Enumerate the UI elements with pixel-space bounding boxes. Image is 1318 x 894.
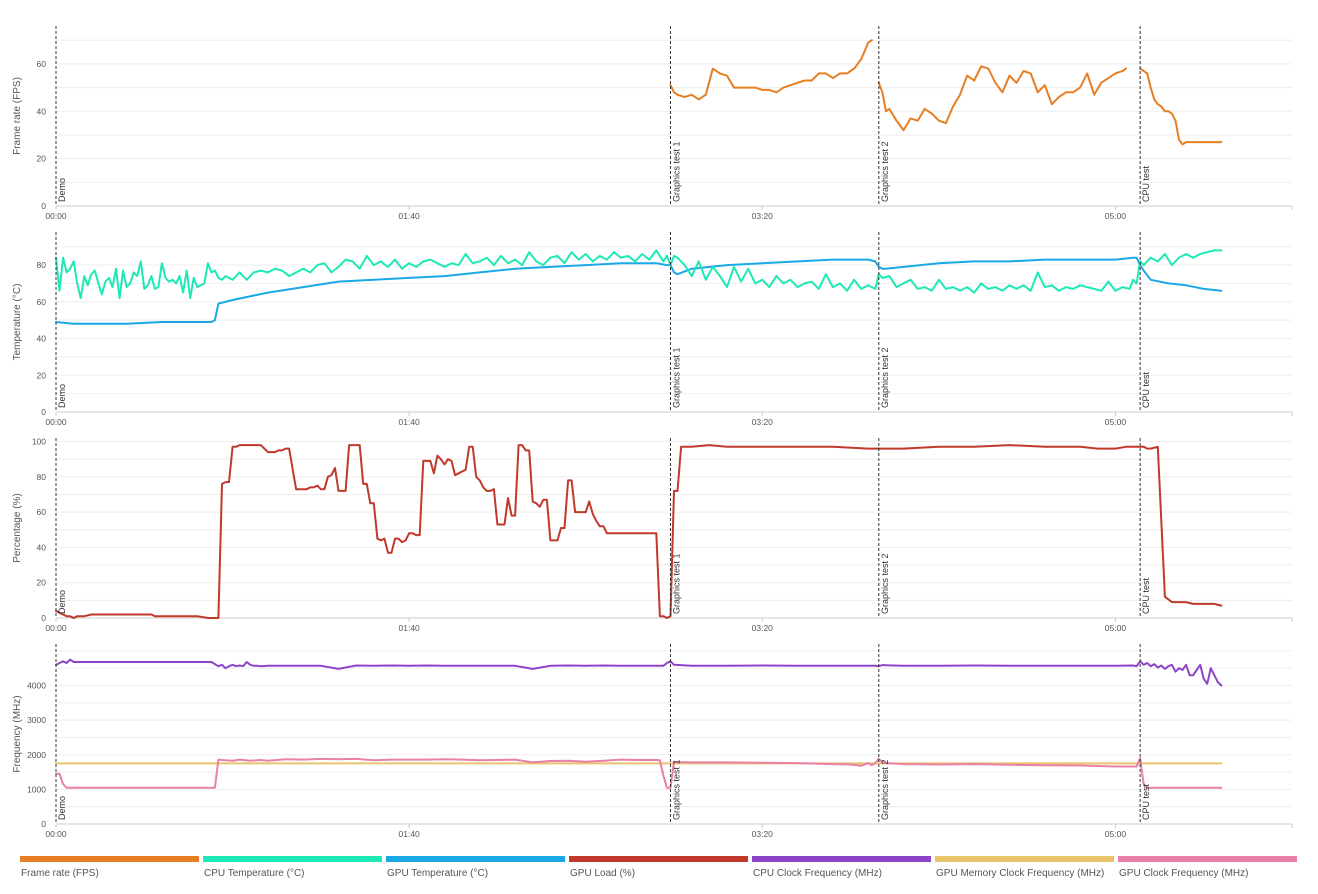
- legend-swatch: [20, 856, 199, 862]
- legend-swatch: [386, 856, 565, 862]
- section-marker-label: Graphics test 1: [671, 759, 681, 820]
- y-tick-label: 20: [37, 578, 47, 588]
- series-line-frame-rate-fps: [1139, 67, 1223, 146]
- y-tick-label: 0: [41, 201, 46, 211]
- legend-label: GPU Clock Frequency (MHz): [1119, 868, 1249, 879]
- x-tick-label: 05:00: [1105, 211, 1127, 221]
- chart-panel-1: 0 20 40 60 Frame rate (FPS) 00:00 01:40 03:20 05…: [12, 26, 1293, 221]
- legend-item-gpu-memory-clock[interactable]: GPU Memory Clock Frequency (MHz): [935, 856, 1114, 886]
- series-line-gpu-temperature-c: [55, 256, 1223, 325]
- legend-swatch: [203, 856, 382, 862]
- y-tick-label: 40: [37, 334, 47, 344]
- y-tick-label: 0: [41, 407, 46, 417]
- y-tick-label: 60: [37, 59, 47, 69]
- x-tick-label: 03:20: [752, 829, 774, 839]
- y-axis-label: Frame rate (FPS): [12, 77, 23, 155]
- y-tick-label: 100: [32, 437, 46, 447]
- series-line-cpu-clock-frequency-mhz: [55, 658, 1223, 687]
- legend-item-gpu-temperature[interactable]: GPU Temperature (°C): [386, 856, 565, 886]
- section-marker-label: CPU test: [1141, 783, 1151, 820]
- x-tick-label: 01:40: [399, 623, 421, 633]
- series-line-frame-rate-fps: [877, 65, 1127, 132]
- series-line-gpu-load: [55, 444, 1223, 619]
- x-tick-label: 03:20: [752, 417, 774, 427]
- chart-legend: Frame rate (FPS) CPU Temperature (°C) GP…: [20, 856, 1304, 886]
- x-tick-label: 00:00: [45, 417, 67, 427]
- section-marker-label: Demo: [57, 590, 67, 614]
- legend-label: CPU Temperature (°C): [204, 868, 305, 879]
- y-tick-label: 4000: [27, 681, 46, 691]
- series-line-cpu-temperature-c: [55, 249, 1223, 300]
- legend-label: GPU Memory Clock Frequency (MHz): [936, 868, 1105, 879]
- legend-item-frame-rate[interactable]: Frame rate (FPS): [20, 856, 199, 886]
- x-tick-label: 00:00: [45, 829, 67, 839]
- section-marker-label: Demo: [57, 796, 67, 820]
- legend-label: CPU Clock Frequency (MHz): [753, 868, 882, 879]
- x-tick-label: 03:20: [752, 211, 774, 221]
- y-tick-label: 80: [37, 260, 47, 270]
- y-axis-label: Temperature (°C): [12, 284, 23, 361]
- y-tick-label: 40: [37, 106, 47, 116]
- legend-swatch: [1118, 856, 1297, 862]
- section-marker-label: CPU test: [1141, 577, 1151, 614]
- y-tick-label: 2000: [27, 750, 46, 760]
- section-marker-label: Graphics test 1: [671, 553, 681, 614]
- y-tick-label: 3000: [27, 715, 46, 725]
- y-tick-label: 40: [37, 542, 47, 552]
- x-tick-label: 00:00: [45, 211, 67, 221]
- legend-item-cpu-clock[interactable]: CPU Clock Frequency (MHz): [752, 856, 931, 886]
- section-marker-label: Graphics test 2: [880, 759, 890, 820]
- section-marker-label: Demo: [57, 384, 67, 408]
- x-tick-label: 03:20: [752, 623, 774, 633]
- y-tick-label: 60: [37, 507, 47, 517]
- x-tick-label: 01:40: [399, 211, 421, 221]
- y-axis-label: Frequency (MHz): [12, 695, 23, 772]
- section-marker-label: Graphics test 1: [671, 347, 681, 408]
- section-marker-label: CPU test: [1141, 165, 1151, 202]
- legend-swatch: [935, 856, 1114, 862]
- y-tick-label: 20: [37, 370, 47, 380]
- legend-swatch: [569, 856, 748, 862]
- y-axis-label: Percentage (%): [12, 493, 23, 562]
- legend-label: Frame rate (FPS): [21, 868, 99, 879]
- section-marker-label: Graphics test 2: [880, 553, 890, 614]
- series-line-gpu-clock-frequency-mhz: [55, 757, 1223, 789]
- legend-label: GPU Temperature (°C): [387, 868, 489, 879]
- section-marker-label: Demo: [57, 178, 67, 202]
- x-tick-label: 05:00: [1105, 829, 1127, 839]
- x-tick-label: 01:40: [399, 417, 421, 427]
- section-marker-label: Graphics test 2: [880, 347, 890, 408]
- x-tick-label: 05:00: [1105, 417, 1127, 427]
- y-tick-label: 1000: [27, 784, 46, 794]
- legend-swatch: [752, 856, 931, 862]
- chart-panel-2: 0 20 40 60 80 Temperature (°C) 00:00 01:40 03:20…: [12, 232, 1293, 427]
- x-tick-label: 05:00: [1105, 623, 1127, 633]
- y-tick-label: 20: [37, 154, 47, 164]
- section-marker-label: CPU test: [1141, 371, 1151, 408]
- y-tick-label: 80: [37, 472, 47, 482]
- y-tick-label: 60: [37, 297, 47, 307]
- series-line-frame-rate-fps: [669, 39, 873, 101]
- chart-panel-4: 0 1000 2000 3000 4000 Frequency (MHz) 00:00 01:…: [12, 644, 1293, 839]
- x-tick-label: 01:40: [399, 829, 421, 839]
- legend-label: GPU Load (%): [570, 868, 636, 879]
- legend-item-gpu-clock[interactable]: GPU Clock Frequency (MHz): [1118, 856, 1297, 886]
- legend-item-gpu-load[interactable]: GPU Load (%): [569, 856, 748, 886]
- legend-item-cpu-temperature[interactable]: CPU Temperature (°C): [203, 856, 382, 886]
- x-tick-label: 00:00: [45, 623, 67, 633]
- chart-panel-3: 0 20 40 60 80 100 Percentage (%) 00:00 01:40 03:2…: [12, 437, 1293, 633]
- y-tick-label: 0: [41, 613, 46, 623]
- y-tick-label: 0: [41, 819, 46, 829]
- section-marker-label: Graphics test 2: [880, 141, 890, 202]
- section-marker-label: Graphics test 1: [671, 141, 681, 202]
